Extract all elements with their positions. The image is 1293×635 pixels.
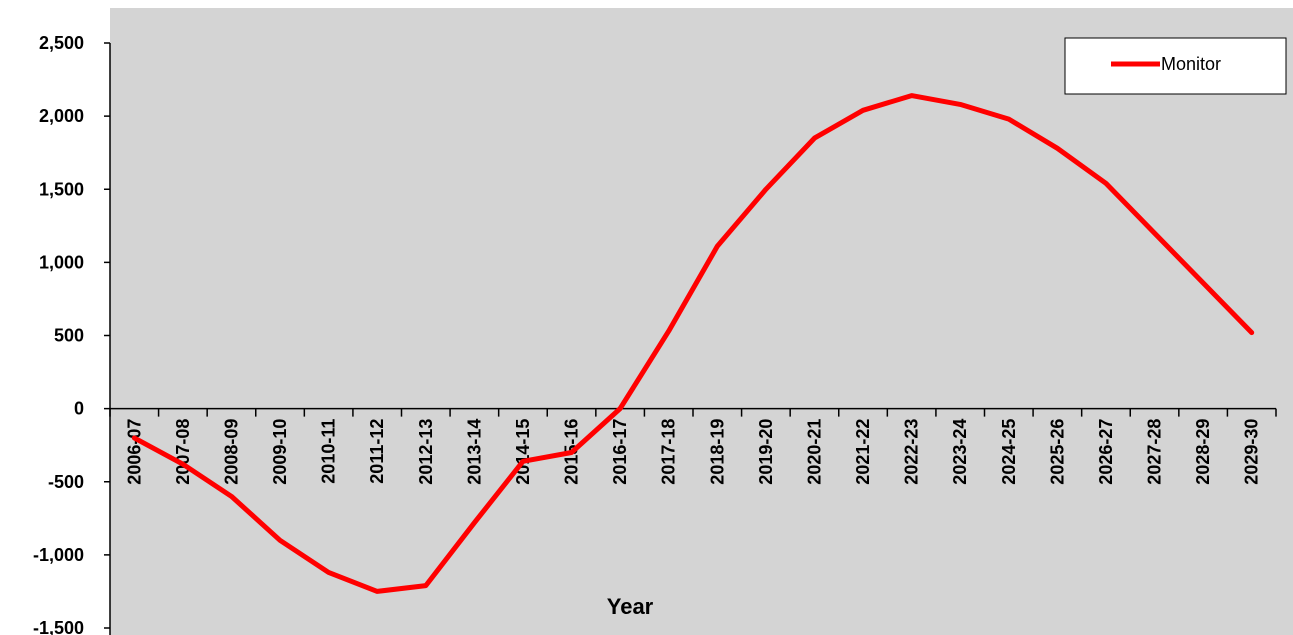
- legend: Monitor: [1064, 37, 1287, 95]
- x-tick-label: 2018-19: [707, 419, 727, 485]
- x-tick-label: 2020-21: [804, 419, 824, 485]
- x-tick-label: 2008-09: [221, 419, 241, 485]
- x-tick-label: 2024-25: [999, 419, 1019, 485]
- x-tick-label: 2022-23: [902, 419, 922, 485]
- y-tick-label: -500: [48, 472, 84, 492]
- plot-area: [110, 8, 1293, 635]
- x-tick-label: 2006-07: [124, 419, 144, 485]
- x-tick-label: 2009-10: [270, 419, 290, 485]
- y-tick-label: -1,000: [33, 545, 84, 565]
- y-tick-label: -1,500: [33, 618, 84, 635]
- x-tick-label: 2012-13: [416, 419, 436, 485]
- x-tick-label: 2027-28: [1145, 419, 1165, 485]
- y-tick-label: 2,500: [39, 33, 84, 53]
- y-tick-label: 0: [74, 399, 84, 419]
- y-tick-label: 500: [54, 326, 84, 346]
- x-axis-title: Year: [607, 594, 654, 619]
- legend-label-monitor: Monitor: [1161, 54, 1221, 74]
- x-tick-label: 2007-08: [173, 419, 193, 485]
- series-line-monitor: [131, 93, 1255, 594]
- x-tick-label: 2021-22: [853, 419, 873, 485]
- y-tick-label: 1,000: [39, 252, 84, 272]
- x-tick-label: 2010-11: [319, 419, 339, 484]
- x-tick-label: 2028-29: [1193, 419, 1213, 485]
- series-layer: [131, 93, 1255, 594]
- x-tick-label: 2017-18: [659, 419, 679, 485]
- y-tick-label: 1,500: [39, 179, 84, 199]
- x-tick-label: 2013-14: [464, 419, 484, 485]
- y-tick-label: 2,000: [39, 106, 84, 126]
- x-tick-label: 2014-15: [513, 419, 533, 485]
- x-tick-label: 2023-24: [950, 419, 970, 485]
- x-tick-label: 2029-30: [1242, 419, 1262, 485]
- y-axis-ticks: 2,500 2,000 1,500 1,000 500 0 -500 -1,000 -1,500: [33, 33, 110, 635]
- x-tick-label: 2026-27: [1096, 419, 1116, 485]
- legend-box: [1064, 37, 1287, 95]
- x-tick-label: 2016-17: [610, 419, 630, 485]
- x-tick-label: 2011-12: [367, 419, 387, 484]
- x-tick-label: 2019-20: [756, 419, 776, 485]
- x-axis-ticks: 2006-07 2007-08 2008-09 2009-10 2010-11 2011-…: [109, 408, 1277, 485]
- x-tick-label: 2025-26: [1047, 419, 1067, 485]
